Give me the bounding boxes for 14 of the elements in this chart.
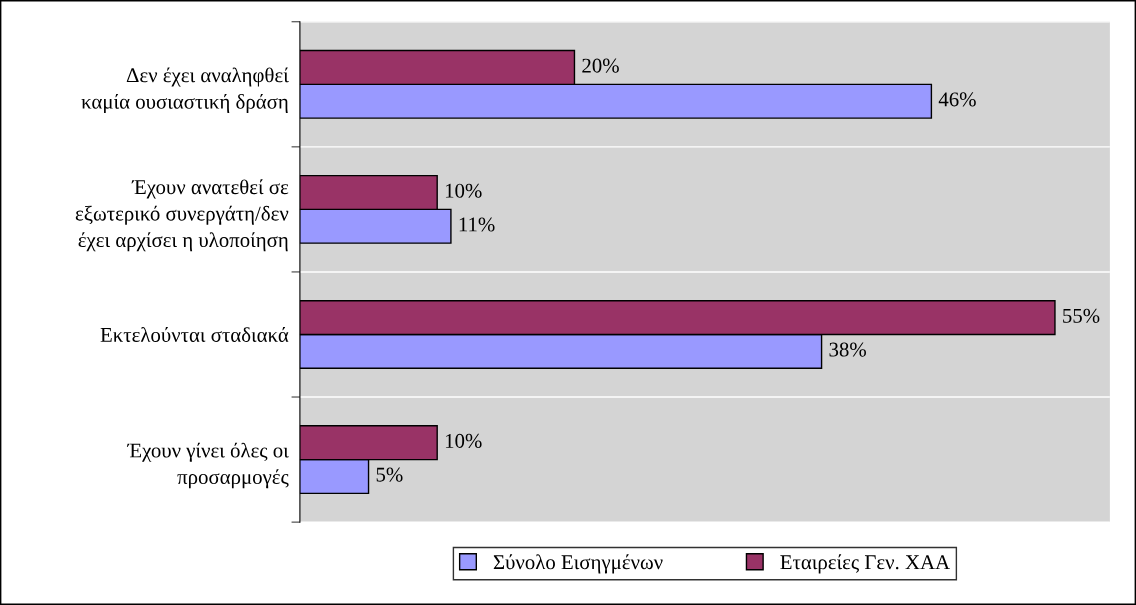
data-label: 46% bbox=[938, 92, 976, 107]
y-tick-label: Εκτελούνται σταδιακά bbox=[100, 327, 289, 342]
data-label: 10% bbox=[445, 183, 482, 198]
legend-label: Εταιρείες Γεν. ΧΑΑ bbox=[780, 554, 950, 574]
y-tick-label: Έχουν ανατεθεί σε εξωτερικό συνεργάτη/δεν έχει αρχίσει η υλοποίηση bbox=[75, 179, 289, 252]
data-label: 20% bbox=[582, 58, 619, 73]
legend-label: Σύνολο Εισηγμένων bbox=[493, 554, 663, 574]
data-label: 38% bbox=[829, 342, 866, 357]
data-label: 55% bbox=[1063, 308, 1100, 323]
y-tick-label: Δεν έχει αναληφθεί καμία ουσιαστική δράση bbox=[81, 67, 289, 114]
data-label: 10% bbox=[445, 433, 482, 448]
data-label: 5% bbox=[376, 467, 403, 482]
y-tick-label: Έχουν γίνει όλες οι προσαρμογές bbox=[126, 442, 289, 489]
data-label: 11% bbox=[459, 217, 495, 232]
